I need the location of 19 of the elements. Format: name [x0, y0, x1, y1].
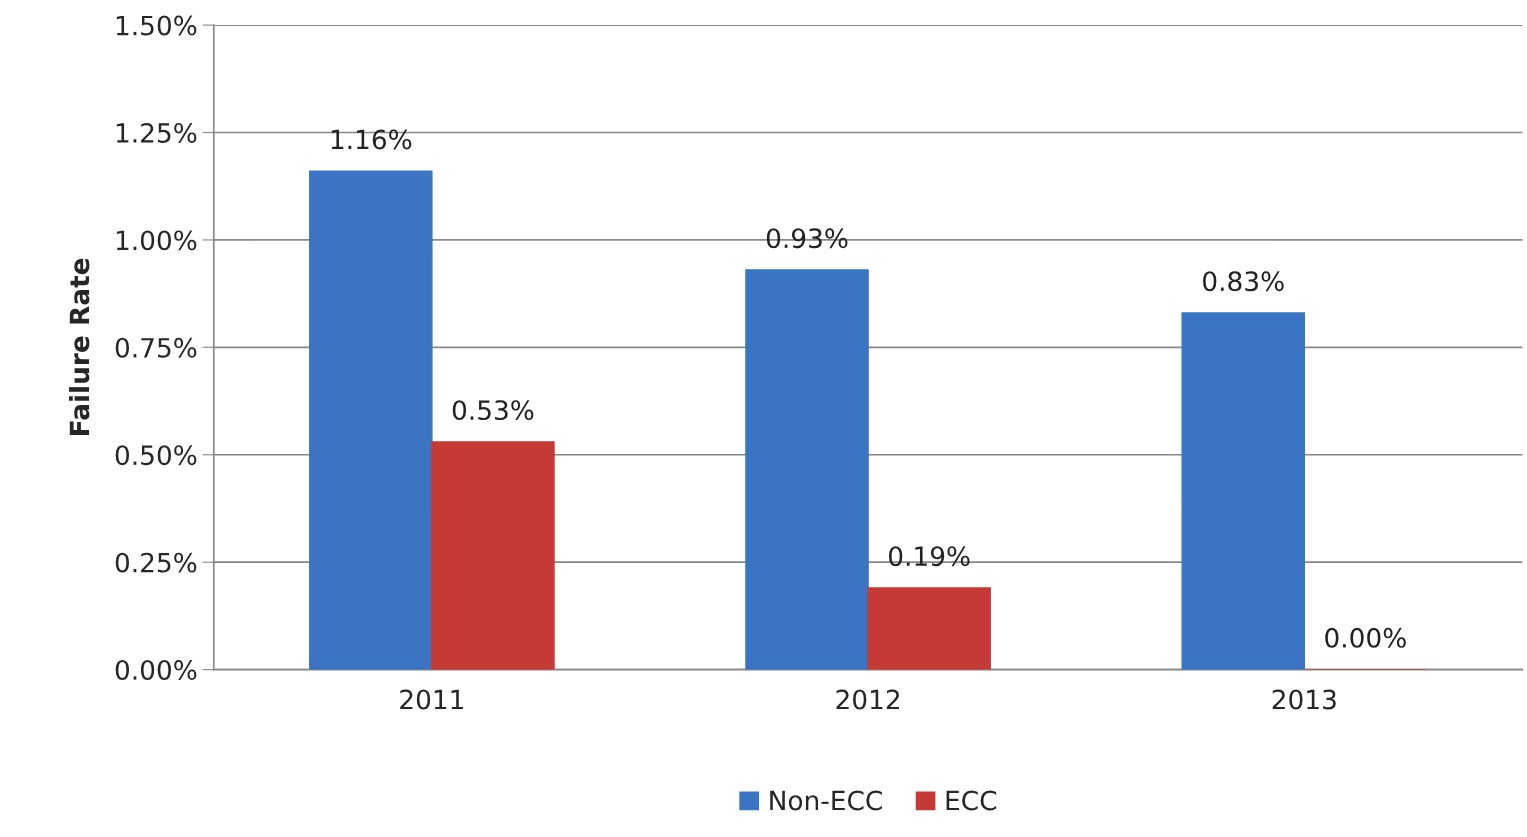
y-axis-title: Failure Rate [68, 258, 90, 435]
y-tick-label: 0.00% [115, 660, 197, 680]
y-tick-label: 0.25% [115, 552, 197, 573]
y-tick-label: 0.75% [115, 337, 197, 358]
x-tick-label: 2011 [400, 689, 464, 710]
y-tick-label: 0.50% [115, 445, 197, 466]
data-label: 1.16% [331, 129, 412, 150]
legend-label: ECC [946, 790, 997, 811]
x-tick-label: 2012 [836, 689, 900, 710]
y-tick-label: 1.50% [116, 15, 197, 36]
y-tick-label: 1.25% [116, 122, 197, 143]
data-label: 0.00% [1325, 627, 1406, 648]
legend-label: Non-ECC [770, 790, 882, 811]
data-label: 0.93% [766, 228, 848, 249]
data-label: 0.83% [1203, 271, 1284, 292]
data-label: 0.53% [452, 400, 534, 421]
data-label: 0.19% [888, 546, 970, 567]
y-tick-label: 1.00% [116, 230, 197, 251]
x-tick-label: 2013 [1272, 689, 1336, 710]
